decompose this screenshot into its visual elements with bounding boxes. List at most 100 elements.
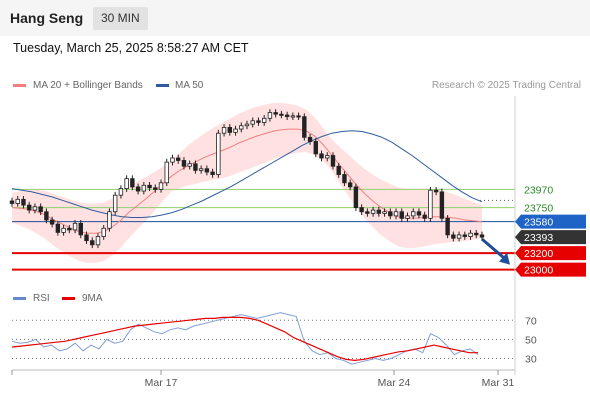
candle xyxy=(422,211,427,222)
candle xyxy=(21,196,26,209)
candle xyxy=(416,208,422,219)
candle xyxy=(72,220,78,234)
candle xyxy=(147,181,152,192)
candle xyxy=(239,122,244,133)
x-tick-label: Mar 17 xyxy=(145,377,178,389)
candle xyxy=(302,113,307,141)
candle xyxy=(9,197,15,207)
candle xyxy=(307,134,313,145)
candle xyxy=(479,231,485,241)
candle xyxy=(279,110,284,119)
candle xyxy=(141,181,147,195)
candle xyxy=(55,220,61,236)
candle xyxy=(124,175,129,192)
candle xyxy=(290,112,296,120)
candle xyxy=(411,208,416,220)
candle xyxy=(405,212,410,222)
candle xyxy=(26,201,32,214)
level-label-23393: 23393 xyxy=(524,232,553,244)
candle xyxy=(370,206,376,217)
candle xyxy=(359,204,364,216)
ma20-legend-swatch xyxy=(13,84,26,87)
candle xyxy=(135,183,141,195)
x-tick-label: Mar 24 xyxy=(378,377,411,389)
level-label-23750: 23750 xyxy=(524,203,553,215)
candle xyxy=(468,229,473,240)
forecast-arrow xyxy=(481,237,507,261)
candle xyxy=(313,138,318,158)
candle xyxy=(198,165,204,174)
level-tag-23200 xyxy=(515,246,586,261)
level-label-23970: 23970 xyxy=(524,184,553,196)
candle xyxy=(267,109,273,122)
candle xyxy=(428,186,433,222)
timeframe-badge[interactable]: 30 MIN xyxy=(93,7,148,30)
level-label-23200: 23200 xyxy=(524,248,553,260)
candle xyxy=(61,224,66,236)
candle xyxy=(342,171,347,187)
level-label-23000: 23000 xyxy=(524,265,553,277)
candle xyxy=(445,215,450,239)
candle xyxy=(95,233,101,249)
bollinger-band xyxy=(12,102,482,263)
candle xyxy=(176,154,181,164)
candle xyxy=(319,150,324,162)
candle xyxy=(399,208,404,222)
candle xyxy=(233,125,238,136)
candle xyxy=(330,152,336,170)
candle xyxy=(164,158,169,187)
candle xyxy=(296,112,301,120)
candle xyxy=(216,129,221,178)
candle xyxy=(44,208,49,224)
candle xyxy=(84,231,89,244)
instrument-title: Hang Seng xyxy=(10,10,84,26)
level-tag-23000 xyxy=(515,262,586,277)
top-bar: Hang Seng 30 MIN xyxy=(0,0,590,36)
candle xyxy=(130,175,135,191)
level-tag-23393 xyxy=(515,230,586,245)
candle xyxy=(376,206,382,217)
rsi-legend-swatch xyxy=(13,297,26,300)
candle xyxy=(107,208,112,232)
candle xyxy=(439,188,445,222)
candle xyxy=(204,165,210,176)
candle xyxy=(38,203,43,216)
candle xyxy=(244,120,250,130)
forecast-arrow-head xyxy=(499,252,510,265)
candle xyxy=(388,208,393,220)
candle xyxy=(153,184,158,193)
candle xyxy=(181,157,187,170)
rsi-tick-70: 70 xyxy=(525,315,537,327)
candle xyxy=(347,179,353,191)
candle xyxy=(273,109,278,118)
candle xyxy=(112,191,118,216)
candle xyxy=(15,196,20,207)
candle xyxy=(474,229,479,239)
credit-label: Research © 2025 Trading Central xyxy=(431,80,581,91)
candle xyxy=(90,237,95,249)
rsi-ma-line xyxy=(11,316,478,362)
rsi-legend-label: RSI xyxy=(33,293,50,304)
candle xyxy=(221,124,227,137)
timestamp: Tuesday, March 25, 2025 8:58:27 AM CET xyxy=(13,41,249,55)
candle xyxy=(32,203,38,214)
candle xyxy=(261,115,267,126)
candle xyxy=(325,152,330,162)
candle xyxy=(284,111,290,120)
rsi-tick-50: 50 xyxy=(525,334,537,346)
ma50-legend-label: MA 50 xyxy=(175,80,204,91)
candle xyxy=(101,224,106,240)
ma20-legend-label: MA 20 + Bollinger Bands xyxy=(33,80,143,91)
x-tick-label: Mar 31 xyxy=(482,377,515,389)
candle xyxy=(78,220,83,239)
candle xyxy=(170,154,175,166)
candle xyxy=(462,231,468,240)
candle xyxy=(256,117,261,126)
level-tag-23580 xyxy=(515,214,586,229)
candle xyxy=(227,124,233,136)
rsi-line xyxy=(11,312,479,365)
candle xyxy=(433,186,439,196)
candle xyxy=(456,231,462,242)
candle xyxy=(250,117,255,128)
